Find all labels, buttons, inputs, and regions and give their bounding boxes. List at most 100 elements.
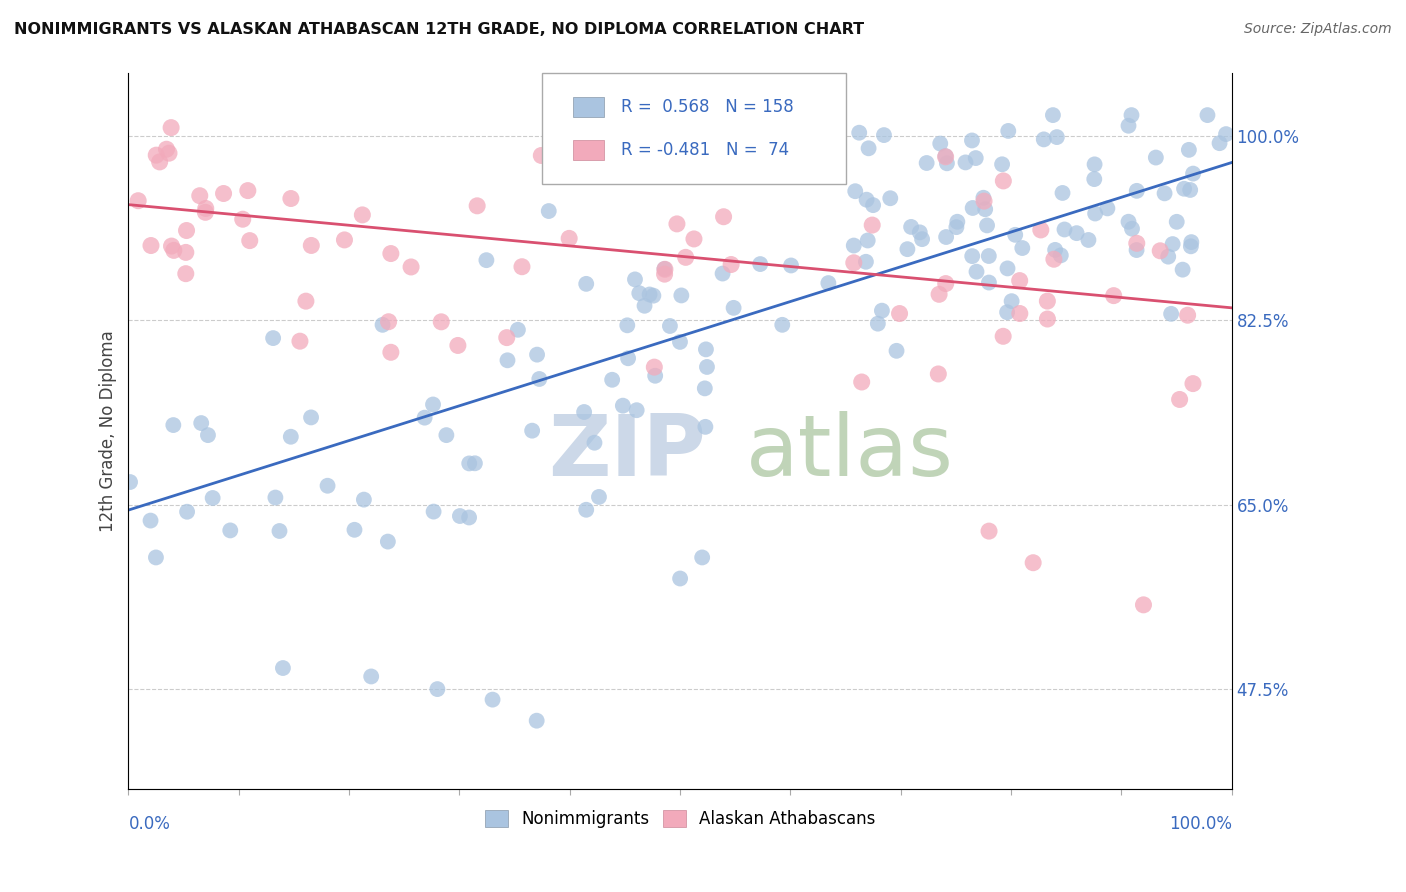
Point <box>993 174 1015 188</box>
Point <box>855 254 877 268</box>
Point <box>671 288 693 302</box>
Point <box>886 343 908 358</box>
Point <box>962 201 984 215</box>
Point <box>333 233 356 247</box>
Point <box>316 479 339 493</box>
Point <box>1121 221 1143 235</box>
Point <box>399 260 422 274</box>
Point <box>271 661 294 675</box>
Legend: Nonimmigrants, Alaskan Athabascans: Nonimmigrants, Alaskan Athabascans <box>478 803 883 835</box>
Point <box>157 146 180 161</box>
FancyBboxPatch shape <box>543 73 845 184</box>
Point <box>1001 294 1024 309</box>
Point <box>720 258 742 272</box>
Point <box>695 420 717 434</box>
Point <box>858 141 880 155</box>
Point <box>911 232 934 246</box>
Point <box>475 253 498 268</box>
Point <box>288 334 311 348</box>
Point <box>844 184 866 198</box>
Point <box>997 124 1019 138</box>
Point <box>665 217 688 231</box>
Y-axis label: 12th Grade, No Diploma: 12th Grade, No Diploma <box>100 330 117 532</box>
Point <box>927 367 949 381</box>
Point <box>1208 136 1230 151</box>
Point <box>1160 307 1182 321</box>
Point <box>1066 226 1088 240</box>
Point <box>935 150 957 164</box>
Point <box>1144 151 1167 165</box>
Point <box>194 205 217 219</box>
Point <box>526 348 548 362</box>
Text: R = -0.481   N =  74: R = -0.481 N = 74 <box>620 141 789 159</box>
Text: R =  0.568   N = 158: R = 0.568 N = 158 <box>620 98 793 116</box>
Point <box>1029 223 1052 237</box>
Point <box>855 193 877 207</box>
Point <box>991 157 1014 171</box>
Point <box>624 272 647 286</box>
Point <box>127 194 149 208</box>
Point <box>1043 243 1066 257</box>
Point <box>1008 274 1031 288</box>
Point <box>190 416 212 430</box>
Point <box>1036 312 1059 326</box>
Point <box>155 142 177 156</box>
Point <box>447 338 470 352</box>
Point <box>955 155 977 169</box>
Point <box>377 534 399 549</box>
Point <box>352 208 374 222</box>
Point <box>197 428 219 442</box>
Point <box>889 307 911 321</box>
Point <box>995 305 1018 319</box>
Point <box>997 261 1019 276</box>
Point <box>908 225 931 239</box>
Point <box>371 318 394 332</box>
Point <box>1126 184 1149 198</box>
Point <box>600 373 623 387</box>
Point <box>935 230 957 244</box>
Point <box>896 242 918 256</box>
Point <box>537 204 560 219</box>
Point <box>174 245 197 260</box>
Point <box>236 184 259 198</box>
Point <box>1084 206 1107 220</box>
Point <box>353 492 375 507</box>
Point <box>1171 262 1194 277</box>
Point <box>426 682 449 697</box>
Point <box>160 239 183 253</box>
Point <box>675 251 697 265</box>
Point <box>413 410 436 425</box>
Point <box>299 238 322 252</box>
Point <box>160 120 183 135</box>
Point <box>817 276 839 290</box>
Point <box>449 509 471 524</box>
Point <box>434 428 457 442</box>
Point <box>842 256 865 270</box>
Point <box>1053 222 1076 236</box>
Point <box>965 151 987 165</box>
Point <box>496 353 519 368</box>
Point <box>1161 237 1184 252</box>
Point <box>976 219 998 233</box>
Point <box>879 191 901 205</box>
Point <box>1125 243 1147 257</box>
Point <box>1178 143 1201 157</box>
Point <box>575 502 598 516</box>
Point <box>696 359 718 374</box>
Point <box>977 524 1000 538</box>
Point <box>280 430 302 444</box>
Point <box>866 317 889 331</box>
FancyBboxPatch shape <box>574 140 605 160</box>
Point <box>946 215 969 229</box>
Point <box>644 368 666 383</box>
Point <box>654 267 676 281</box>
Point <box>991 329 1014 343</box>
Point <box>1083 172 1105 186</box>
Point <box>1046 130 1069 145</box>
Point <box>520 424 543 438</box>
Point <box>1118 215 1140 229</box>
Point <box>1180 239 1202 253</box>
Point <box>1215 127 1237 141</box>
Point <box>1052 186 1074 200</box>
Point <box>1180 235 1202 249</box>
